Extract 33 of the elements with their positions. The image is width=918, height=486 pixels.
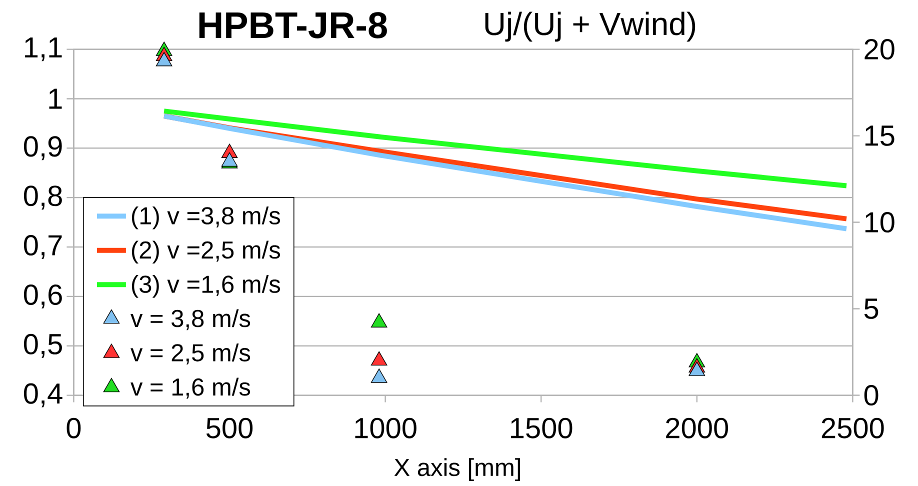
y-tick-label: 0,7: [24, 235, 62, 259]
y-tick-label: 0,9: [24, 136, 62, 160]
y2-tick-label: 20: [864, 39, 894, 60]
point: [688, 362, 706, 376]
point: [370, 313, 388, 328]
y-tick-label: 1: [49, 88, 62, 109]
chart-subtitle: Uj/(Uj + Vwind): [485, 12, 696, 42]
y-tick-label: 0,6: [24, 284, 62, 308]
point: [370, 368, 388, 383]
point: [156, 52, 172, 66]
y-tick-label: 0,4: [24, 383, 62, 408]
point: [370, 351, 388, 366]
legend-label: v = 3,8 m/s: [130, 309, 250, 330]
legend-label: (2) v =2,5 m/s: [132, 240, 280, 264]
y2-tick-label: 10: [865, 212, 894, 233]
legend-label: (1) v =3,8 m/s: [132, 206, 280, 230]
x-tick-label: 0: [66, 418, 81, 438]
x-tick-label: 500: [206, 418, 253, 438]
y-tick-label: 0,5: [24, 334, 62, 358]
legend-label: (3) v =1,6 m/s: [132, 274, 280, 298]
y2-tick-label: 5: [864, 298, 878, 319]
y-tick-label: 1,1: [25, 37, 62, 62]
chart-title: HPBT-JR-8: [199, 12, 387, 38]
x-axis-title: X axis [mm]: [394, 458, 520, 481]
y2-tick-label: 0: [864, 385, 878, 406]
x-tick-label: 2500: [822, 418, 884, 438]
x-tick-label: 2000: [666, 418, 728, 438]
x-tick-label: 1000: [355, 418, 416, 438]
x-tick-label: 1500: [511, 418, 572, 438]
y-tick-label: 0,8: [24, 186, 62, 210]
legend-label: v = 1,6 m/s: [130, 378, 250, 399]
y2-tick-label: 15: [865, 126, 894, 146]
legend-label: v = 2,5 m/s: [130, 343, 250, 364]
